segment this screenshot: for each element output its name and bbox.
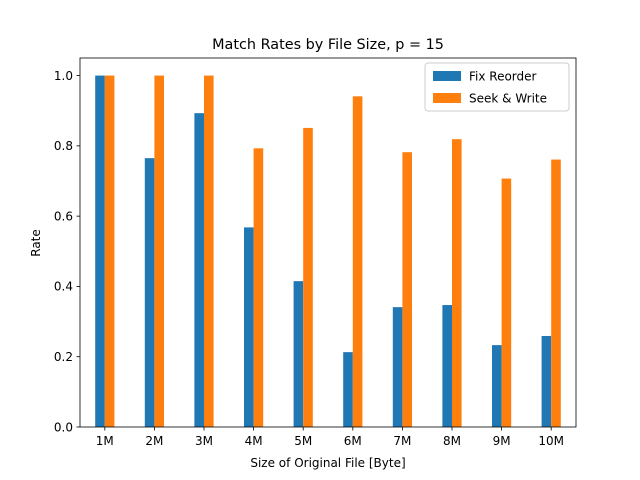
legend-label-fix-reorder: Fix Reorder [469, 70, 537, 84]
plot-frame [79, 57, 577, 428]
bar-seek-write-5M [303, 127, 313, 427]
bar-fix-reorder-7M [392, 307, 403, 427]
bar-fix-reorder-3M [194, 113, 204, 427]
bar-seek-write-6M [352, 96, 363, 427]
x-tick-label: 7M [393, 434, 411, 448]
y-tick-label: 0.0 [54, 420, 73, 434]
x-tick-label: 6M [344, 434, 362, 448]
bar-seek-write-10M [551, 159, 561, 427]
x-tick-label: 2M [145, 434, 163, 448]
x-tick-label: 3M [195, 434, 213, 448]
x-tick-label: 1M [96, 434, 114, 448]
bar-fix-reorder-1M [95, 75, 105, 428]
bar-fix-reorder-8M [442, 305, 452, 427]
bar-seek-write-9M [501, 178, 512, 427]
bar-fix-reorder-4M [244, 227, 254, 427]
legend-swatch-seek-write [433, 93, 461, 103]
bar-seek-write-8M [452, 139, 462, 427]
y-tick-label: 0.2 [54, 350, 73, 364]
bar-fix-reorder-5M [293, 281, 304, 427]
y-tick-label: 1.0 [54, 69, 73, 83]
y-axis-title: Rate [29, 229, 43, 257]
bars [95, 75, 561, 428]
bar-seek-write-2M [154, 75, 164, 428]
bar-seek-write-4M [253, 148, 264, 427]
x-tick-label: 5M [294, 434, 312, 448]
x-axis: 1M 2M 3M 4M 5M 6M 7M 8M 9M 10M [96, 427, 564, 448]
bar-seek-write-1M [104, 75, 115, 428]
legend: Fix Reorder Seek & Write [424, 62, 570, 112]
legend-label-seek-write: Seek & Write [469, 92, 547, 106]
bar-seek-write-7M [402, 152, 412, 427]
y-tick-label: 0.4 [54, 280, 73, 294]
bar-seek-write-3M [204, 75, 214, 428]
x-tick-label: 10M [538, 434, 564, 448]
y-tick-label: 0.8 [54, 139, 73, 153]
chart-title: Match Rates by File Size, p = 15 [212, 37, 444, 53]
bar-fix-reorder-2M [144, 158, 155, 427]
x-tick-label: 4M [245, 434, 263, 448]
plot-area [79, 57, 577, 428]
x-tick-label: 8M [443, 434, 461, 448]
legend-swatch-fix-reorder [433, 71, 461, 81]
x-axis-title: Size of Original File [Byte] [250, 456, 405, 470]
x-tick-label: 9M [493, 434, 511, 448]
bar-fix-reorder-9M [492, 345, 502, 427]
y-axis: 0.0 0.2 0.4 0.6 0.8 1.0 [54, 69, 80, 434]
bar-fix-reorder-10M [541, 335, 552, 427]
y-tick-label: 0.6 [54, 209, 73, 223]
bar-fix-reorder-6M [343, 352, 353, 427]
